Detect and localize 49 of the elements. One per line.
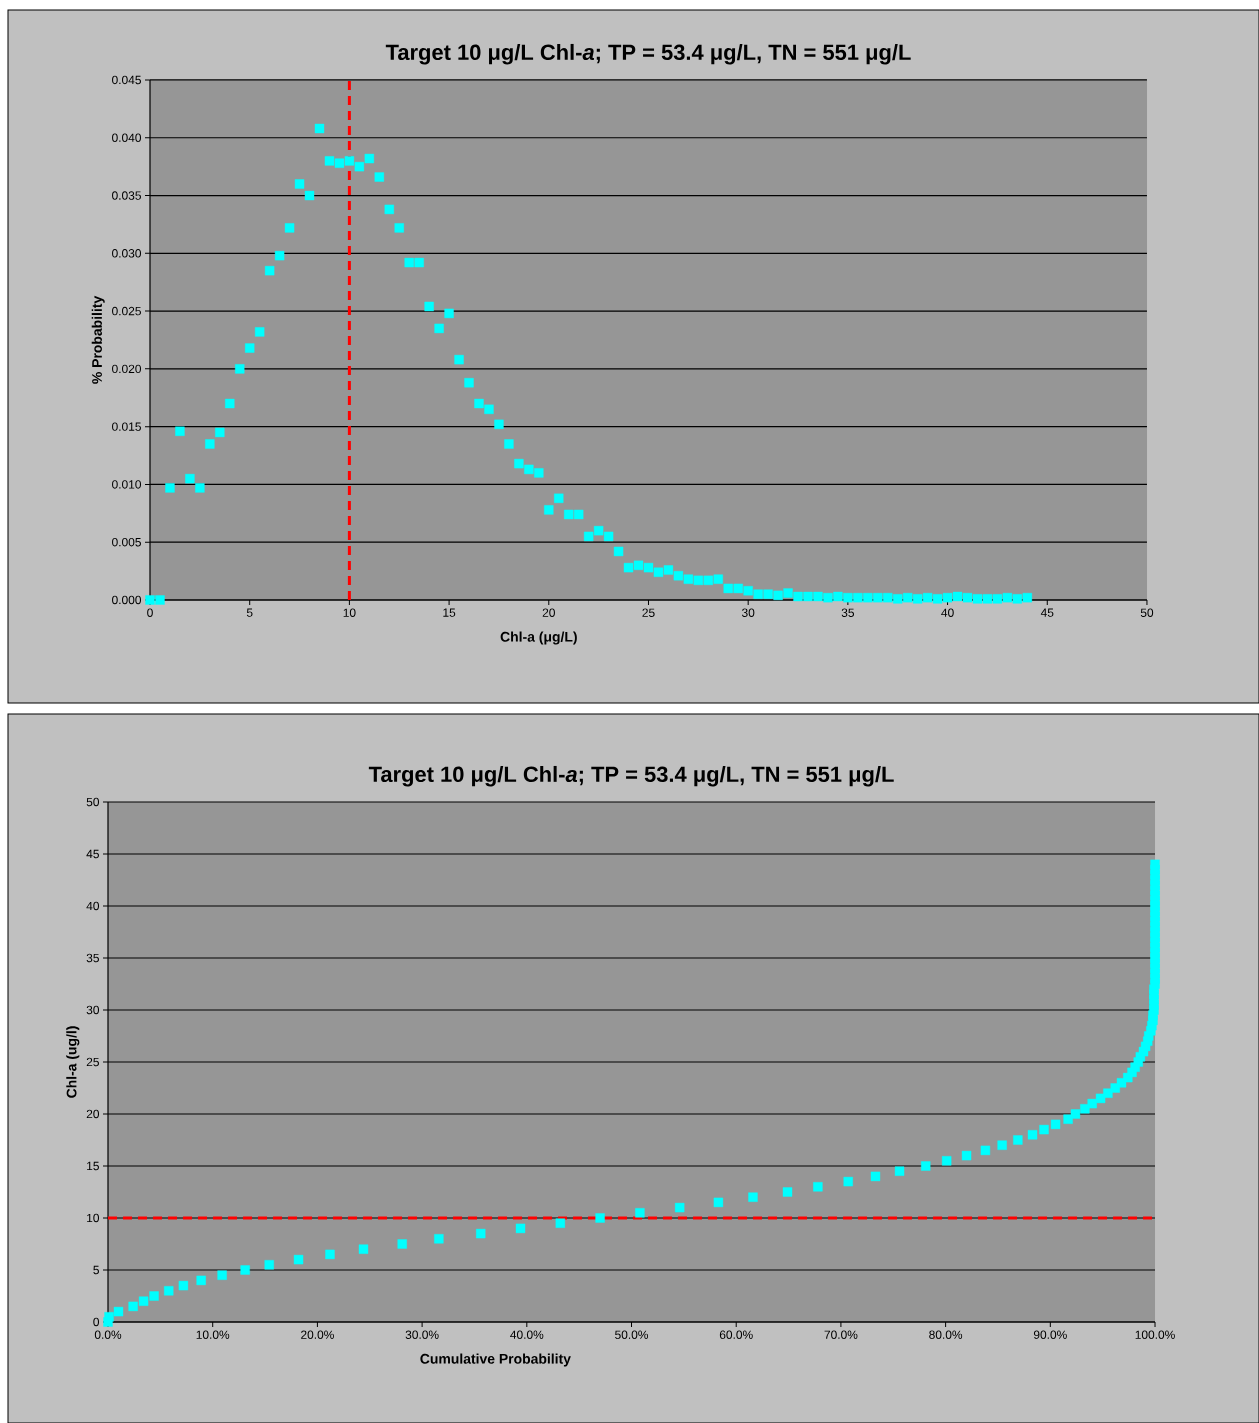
x-axis-title: Chl-a (μg/L) (500, 631, 577, 645)
y-tick-label: 0 (93, 1317, 100, 1327)
x-tick-label: 25 (642, 608, 655, 617)
x-tick-label: 5 (246, 608, 253, 617)
chart-title: Target 10 μg/L Chl-a; TP = 53.4 μg/L, TN = 551 μg/L (368, 765, 894, 787)
y-tick-label: 50 (86, 797, 100, 807)
y-tick-label: 30 (86, 1005, 100, 1015)
y-tick-label: 20 (86, 1109, 100, 1119)
y-tick-label: 0.030 (112, 249, 142, 258)
x-tick-label: 0.0% (94, 1330, 122, 1339)
x-tick-label: 40 (941, 608, 954, 617)
x-tick-label: 20 (542, 608, 555, 617)
y-axis-title: Chl-a (ug/l) (66, 1026, 80, 1098)
y-tick-label: 0.040 (112, 133, 142, 142)
x-tick-label: 35 (841, 608, 855, 617)
y-tick-label: 0.000 (112, 595, 142, 605)
x-tick-label: 20.0% (301, 1330, 334, 1339)
x-tick-label: 30 (741, 608, 755, 617)
y-tick-label: 0.010 (112, 480, 142, 489)
x-tick-label: 45 (1040, 608, 1054, 617)
x-tick-label: 10.0% (196, 1330, 230, 1339)
y-tick-label: 35 (86, 953, 99, 963)
x-tick-label: 15 (443, 608, 456, 617)
y-axis-title: % Probability (91, 295, 105, 384)
y-tick-label: 15 (87, 1161, 99, 1171)
y-tick-label: 0.035 (112, 191, 141, 200)
y-tick-label: 5 (93, 1265, 99, 1275)
y-tick-label: 25 (86, 1057, 99, 1067)
x-tick-label: 30.0% (405, 1330, 439, 1339)
y-tick-label: 0.025 (112, 306, 141, 316)
x-tick-label: 50.0% (615, 1330, 649, 1339)
y-tick-label: 40 (86, 901, 100, 911)
chart-title: Target 10 μg/L Chl-a; TP = 53.4 μg/L, TN = 551 μg/L (385, 43, 911, 65)
y-tick-label: 0.015 (112, 422, 141, 431)
x-tick-label: 70.0% (824, 1330, 858, 1339)
y-tick-label: 45 (86, 849, 99, 859)
x-tick-label: 40.0% (510, 1330, 544, 1339)
x-tick-label: 80.0% (929, 1330, 963, 1339)
x-tick-label: 10 (343, 608, 356, 617)
x-tick-label: 90.0% (1033, 1330, 1067, 1339)
y-tick-label: 0.005 (112, 537, 141, 547)
x-tick-label: 0 (147, 608, 153, 617)
x-axis-title: Cumulative Probability (420, 1353, 571, 1367)
y-tick-label: 10 (87, 1213, 100, 1223)
y-tick-label: 0.045 (112, 75, 141, 85)
y-tick-label: 0.020 (112, 364, 142, 374)
x-tick-label: 100.0% (1135, 1330, 1175, 1339)
x-tick-label: 50 (1140, 608, 1154, 617)
x-tick-label: 60.0% (719, 1330, 753, 1339)
